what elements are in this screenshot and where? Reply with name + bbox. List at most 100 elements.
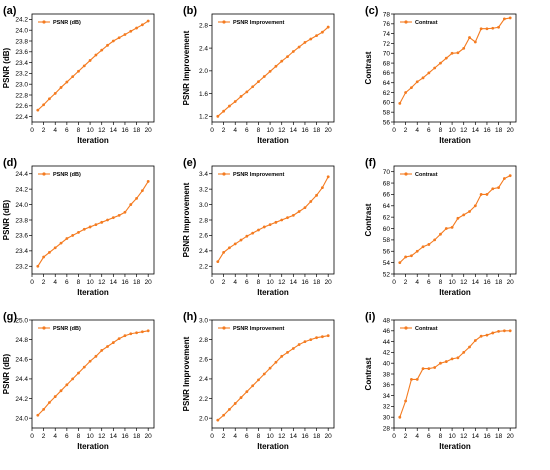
data-point	[485, 27, 489, 31]
data-point	[268, 223, 272, 227]
x-tick-label: 20	[145, 279, 153, 286]
data-point	[106, 43, 109, 47]
data-point	[42, 407, 46, 411]
y-tick-label: 70	[383, 169, 391, 176]
data-point	[140, 23, 144, 27]
data-point	[140, 330, 144, 334]
data-point	[146, 180, 150, 183]
y-tick-label: 22.4	[15, 114, 28, 121]
data-point	[77, 69, 80, 73]
data-point	[239, 238, 243, 242]
data-point	[274, 64, 278, 68]
data-point	[404, 91, 408, 94]
panel-label: (f)	[365, 157, 376, 169]
data-point	[59, 389, 63, 393]
x-tick-label: 8	[257, 127, 261, 134]
y-tick-label: 2.0	[199, 415, 208, 422]
x-tick-label: 18	[313, 127, 321, 134]
x-tick-label: 2	[42, 433, 46, 440]
y-tick-label: 1.2	[199, 114, 208, 121]
data-point	[410, 254, 413, 258]
series-line	[37, 330, 149, 416]
data-point	[444, 56, 448, 60]
x-tick-label: 8	[439, 279, 443, 286]
data-point	[410, 86, 413, 90]
data-point	[485, 333, 489, 337]
plot-frame	[211, 319, 335, 429]
x-tick-label: 18	[133, 433, 141, 440]
legend-label: PSNR (dB)	[53, 20, 81, 26]
data-point	[433, 66, 437, 70]
x-tick-label: 0	[210, 127, 214, 134]
data-point	[479, 334, 483, 338]
data-point	[297, 343, 301, 346]
legend-label: PSNR Improvement	[233, 326, 285, 332]
y-tick-label: 2.4	[199, 248, 208, 255]
data-point	[135, 197, 138, 200]
data-point	[268, 70, 272, 73]
data-point	[88, 225, 92, 229]
x-tick-label: 8	[439, 127, 443, 134]
x-tick-label: 10	[448, 433, 456, 440]
data-point	[129, 29, 133, 33]
panel-e: (e) 0 2 4 6 8 10 12 14 16 18 20 2.2 2.4 2.6 2.8 3.0 3.2 3.…	[182, 157, 335, 297]
y-tick-label: 64	[383, 80, 391, 87]
data-point	[88, 59, 92, 62]
x-tick-label: 16	[121, 433, 129, 440]
x-tick-label: 12	[98, 433, 106, 440]
x-tick-label: 18	[313, 279, 321, 286]
data-point	[71, 75, 75, 79]
data-point	[444, 360, 448, 363]
data-point	[303, 41, 307, 44]
data-point	[48, 251, 51, 254]
data-point	[286, 216, 289, 220]
data-point	[59, 241, 63, 245]
panel-d: (d) 0 2 4 6 8 10 12 14 16 18 20 23.2 23.4 23.6 23.8 24.0…	[2, 157, 155, 297]
x-tick-label: 2	[222, 279, 226, 286]
data-point	[280, 354, 284, 358]
data-point	[456, 51, 460, 55]
y-tick-label: 76	[383, 21, 391, 28]
panel-i: (i)0 2 4 6 8 10 12 14 16 18 2028303234363840424446…	[364, 311, 517, 451]
y-tick-label: 72	[383, 41, 391, 48]
y-tick-label: 24.8	[15, 337, 28, 344]
plot-frame	[31, 13, 155, 123]
data-point	[117, 337, 121, 341]
y-tick-label: 24.0	[15, 415, 28, 422]
x-tick-label: 0	[30, 127, 34, 134]
x-tick-label: 0	[210, 279, 214, 286]
data-point	[251, 384, 255, 388]
x-tick-label: 12	[278, 279, 286, 286]
x-tick-label: 16	[121, 279, 129, 286]
data-point	[320, 186, 324, 190]
data-point	[222, 251, 226, 254]
data-point	[433, 238, 437, 242]
data-point	[216, 114, 220, 118]
data-point	[491, 331, 495, 335]
data-point	[508, 16, 512, 20]
x-tick-label: 6	[427, 127, 431, 134]
y-tick-label: 2.8	[199, 23, 208, 30]
data-point	[65, 383, 69, 387]
data-point	[468, 210, 471, 213]
data-point	[502, 17, 506, 21]
y-tick-label: 60	[383, 100, 391, 107]
plot-frame	[31, 319, 155, 429]
x-tick-label: 6	[427, 433, 431, 440]
x-tick-label: 4	[415, 433, 419, 440]
x-tick-label: 4	[415, 127, 419, 134]
y-tick-label: 68	[383, 180, 391, 187]
data-point	[100, 349, 104, 352]
y-tick-label: 2.8	[199, 337, 208, 344]
data-point	[36, 413, 40, 417]
legend-marker	[222, 172, 226, 176]
data-point	[274, 220, 278, 224]
x-tick-label: 20	[325, 127, 333, 134]
data-point	[450, 51, 454, 55]
data-point	[320, 30, 324, 34]
y-tick-label: 24.6	[15, 357, 28, 364]
data-point	[129, 203, 133, 206]
data-point	[94, 53, 98, 57]
data-point	[135, 26, 138, 30]
data-point	[42, 103, 46, 107]
